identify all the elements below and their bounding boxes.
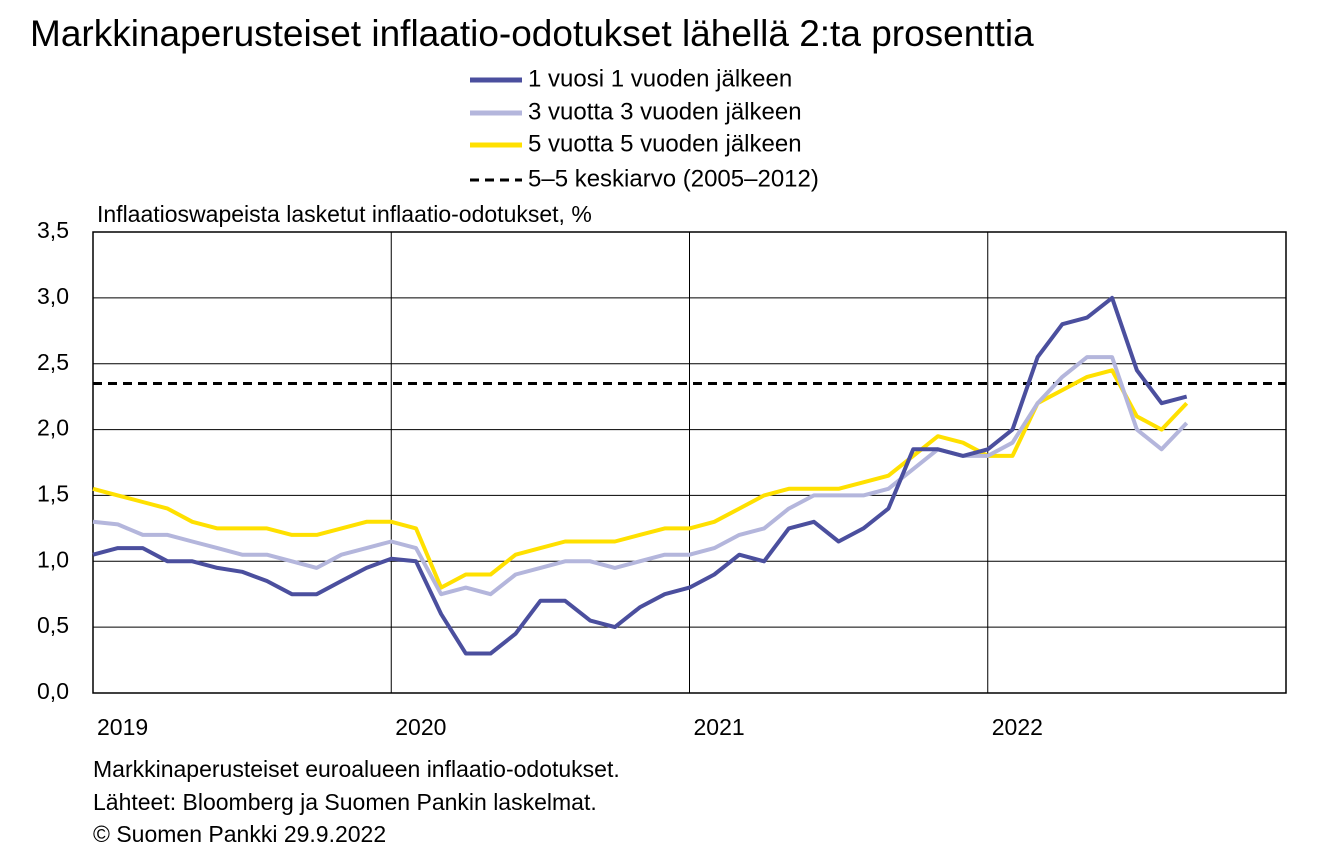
- note: © Suomen Pankki 29.9.2022: [93, 821, 386, 847]
- x-tick-label: 2021: [694, 714, 745, 740]
- y-tick-label: 3,0: [37, 283, 69, 309]
- series-line: [92, 355, 1189, 597]
- x-tick-label: 2019: [97, 714, 148, 740]
- note: Lähteet: Bloomberg ja Suomen Pankin lask…: [93, 789, 597, 815]
- y-tick-label: 1,0: [37, 546, 69, 572]
- x-tick-label: 2020: [395, 714, 446, 740]
- y-axis-title: Inflaatioswapeista lasketut inflaatio-od…: [97, 201, 592, 227]
- y-tick-label: 2,0: [37, 415, 69, 441]
- x-tick-label: 2022: [992, 714, 1043, 740]
- note: Markkinaperusteiset euroalueen inflaatio…: [93, 756, 620, 782]
- legend-label: 3 vuotta 3 vuoden jälkeen: [528, 98, 802, 125]
- plot-border: [92, 231, 1287, 694]
- y-tick-label: 1,5: [37, 481, 69, 507]
- series-line: [92, 368, 1189, 590]
- legend-label: 5 vuotta 5 vuoden jälkeen: [528, 130, 802, 157]
- y-tick-label: 0,0: [37, 678, 69, 704]
- chart-title: Markkinaperusteiset inflaatio-odotukset …: [30, 13, 1034, 54]
- y-tick-label: 2,5: [37, 349, 69, 375]
- y-tick-label: 0,5: [37, 612, 69, 638]
- y-tick-label: 3,5: [37, 217, 69, 243]
- legend-label: 1 vuosi 1 vuoden jälkeen: [528, 65, 792, 92]
- legend-label: 5–5 keskiarvo (2005–2012): [528, 165, 819, 192]
- series-line: [92, 295, 1188, 656]
